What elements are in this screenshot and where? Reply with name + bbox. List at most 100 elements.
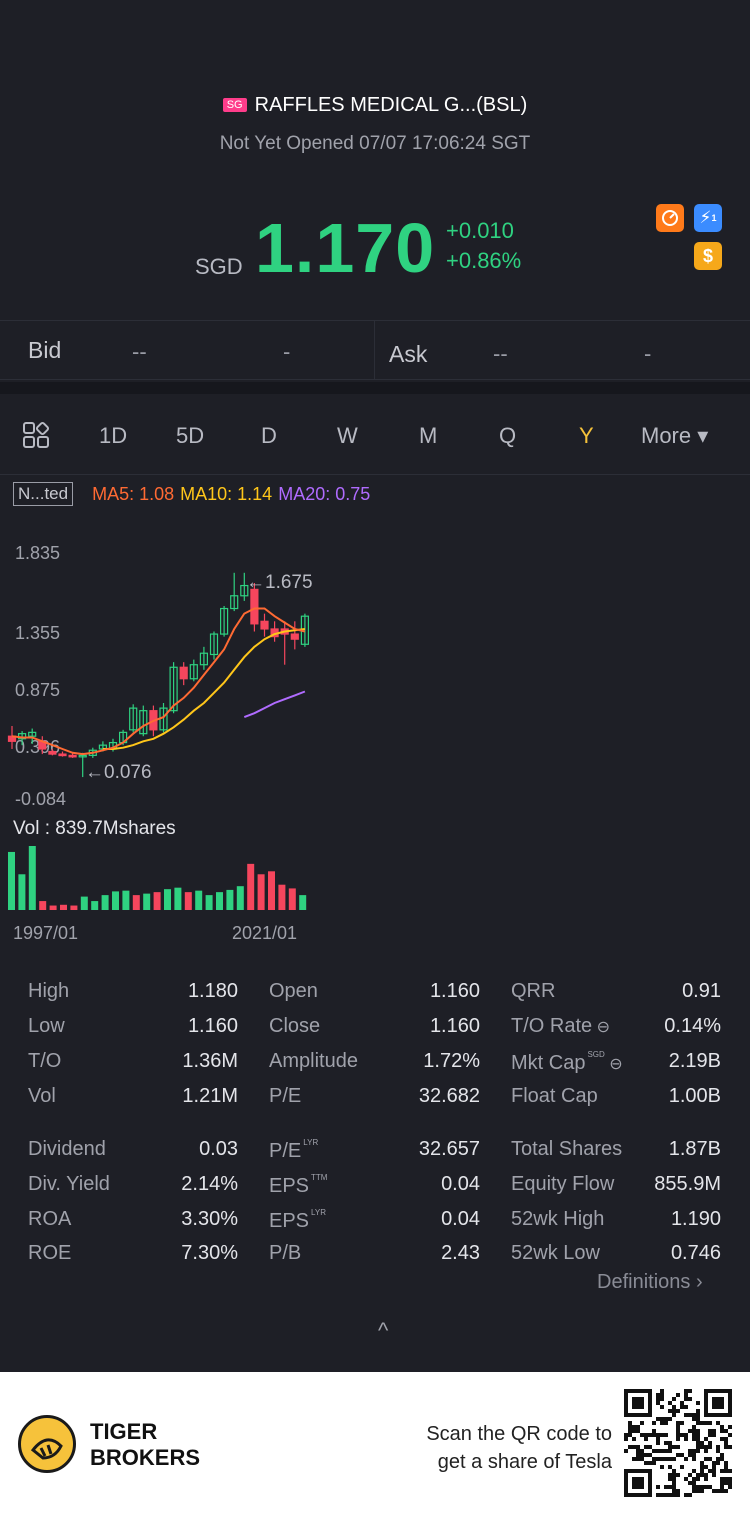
y-tick-label: 1.355 [15, 623, 61, 643]
qr-code[interactable] [624, 1389, 732, 1497]
qr-module [648, 1489, 652, 1493]
qr-module [692, 1433, 696, 1437]
volume-bar [49, 905, 57, 910]
qr-module [664, 1457, 668, 1461]
x-end-label: 2021/01 [232, 923, 298, 943]
qr-module [668, 1485, 672, 1489]
qr-module [632, 1425, 636, 1429]
qr-module [628, 1433, 632, 1437]
stat-value: 1.160 [429, 1015, 480, 1037]
stat-label-text: Float Cap [511, 1085, 598, 1107]
qr-module [636, 1485, 640, 1489]
info-icon[interactable]: ⊖ [592, 1019, 610, 1036]
stat-label-text: 52wk High [511, 1208, 605, 1230]
qr-module [696, 1473, 700, 1477]
qr-module [636, 1425, 640, 1429]
qr-module [708, 1469, 712, 1473]
qr-module [712, 1433, 716, 1437]
qr-module [656, 1433, 660, 1437]
candle-body [129, 707, 138, 731]
qr-module [664, 1449, 668, 1453]
qr-module [636, 1453, 640, 1457]
qr-module [712, 1473, 716, 1477]
qr-module [632, 1493, 636, 1497]
low-annotation: ←0.076 [85, 762, 152, 783]
stat-value: 1.00B [668, 1085, 721, 1107]
tab-q[interactable]: Q [499, 423, 517, 448]
qr-module [696, 1421, 700, 1425]
qr-module [660, 1457, 664, 1461]
qr-module [708, 1485, 712, 1489]
candle-body [169, 666, 178, 712]
stat-value: 0.746 [670, 1242, 721, 1264]
price-chart[interactable]: ←1.675 ←0.076 [0, 540, 750, 820]
tab-m[interactable]: M [419, 423, 438, 448]
bid-price: -- [132, 339, 147, 364]
qr-module [632, 1401, 636, 1405]
stat-value: 32.657 [418, 1138, 480, 1160]
qr-module [628, 1429, 632, 1433]
qr-module [652, 1457, 656, 1461]
volume-bar [268, 871, 275, 910]
candle-body [189, 664, 198, 680]
stat-label: P/E LYR [269, 1138, 318, 1163]
ma10-value: MA10: 1.14 [180, 483, 273, 504]
qr-module [692, 1481, 696, 1485]
price-change: +0.010 +0.86% [446, 216, 521, 276]
ask-label: Ask [389, 341, 428, 367]
chevron-right-icon: › [695, 1271, 703, 1293]
qr-module [680, 1433, 684, 1437]
stat-label-text: Low [28, 1015, 65, 1037]
qr-module [656, 1417, 660, 1421]
info-icon[interactable]: ⊖ [604, 1056, 623, 1073]
qr-module [704, 1477, 708, 1481]
grid-toggle-icon[interactable] [22, 421, 50, 454]
volume-bar [184, 892, 192, 910]
dollar-icon[interactable]: $ [694, 242, 722, 270]
qr-module [648, 1389, 652, 1393]
qr-module [680, 1421, 684, 1425]
lightning-icon[interactable]: ⚡ 1 [694, 204, 722, 232]
qr-module [716, 1397, 720, 1401]
stat-label: Float Cap [511, 1085, 598, 1108]
qr-module [656, 1493, 660, 1497]
adjust-toggle-button[interactable]: N...ted [13, 482, 74, 506]
qr-module [636, 1405, 640, 1409]
qr-module [728, 1405, 732, 1409]
qr-module [644, 1469, 648, 1473]
expand-caret-icon[interactable]: ^ [378, 1318, 389, 1343]
qr-module [720, 1397, 724, 1401]
qr-module [660, 1389, 664, 1393]
tab-5d[interactable]: 5D [176, 423, 205, 448]
qr-module [624, 1393, 628, 1397]
qr-module [716, 1401, 720, 1405]
qr-module [720, 1457, 724, 1461]
qr-module [688, 1413, 692, 1417]
qr-module [688, 1493, 692, 1497]
candle-body [28, 731, 37, 737]
promo-footer: TIGER BROKERS Scan the QR code to get a … [0, 1372, 750, 1517]
qr-module [632, 1485, 636, 1489]
stat-label-text: QRR [511, 980, 556, 1002]
qr-module [632, 1457, 636, 1461]
qr-module [632, 1481, 636, 1485]
volume-value: : 839.7Mshares [44, 818, 176, 839]
volume-bar [164, 889, 171, 910]
stat-label-text: EPS [269, 1175, 310, 1197]
definitions-link[interactable]: Definitions › [597, 1271, 703, 1294]
qr-module [684, 1405, 688, 1409]
tab-1d[interactable]: 1D [99, 423, 128, 448]
qr-module [624, 1449, 628, 1453]
tab-d[interactable]: D [261, 423, 277, 448]
candle-body [48, 750, 57, 755]
gauge-icon[interactable] [656, 204, 684, 232]
tab-y[interactable]: Y [579, 423, 594, 448]
stat-value: 0.03 [199, 1138, 238, 1160]
volume-chart[interactable] [0, 840, 750, 915]
tab-w[interactable]: W [337, 423, 358, 448]
qr-module [716, 1389, 720, 1393]
stat-label: ROE [28, 1242, 71, 1265]
more-dropdown[interactable]: More ▾ [641, 423, 709, 448]
qr-module [724, 1477, 728, 1481]
qr-module [628, 1413, 632, 1417]
